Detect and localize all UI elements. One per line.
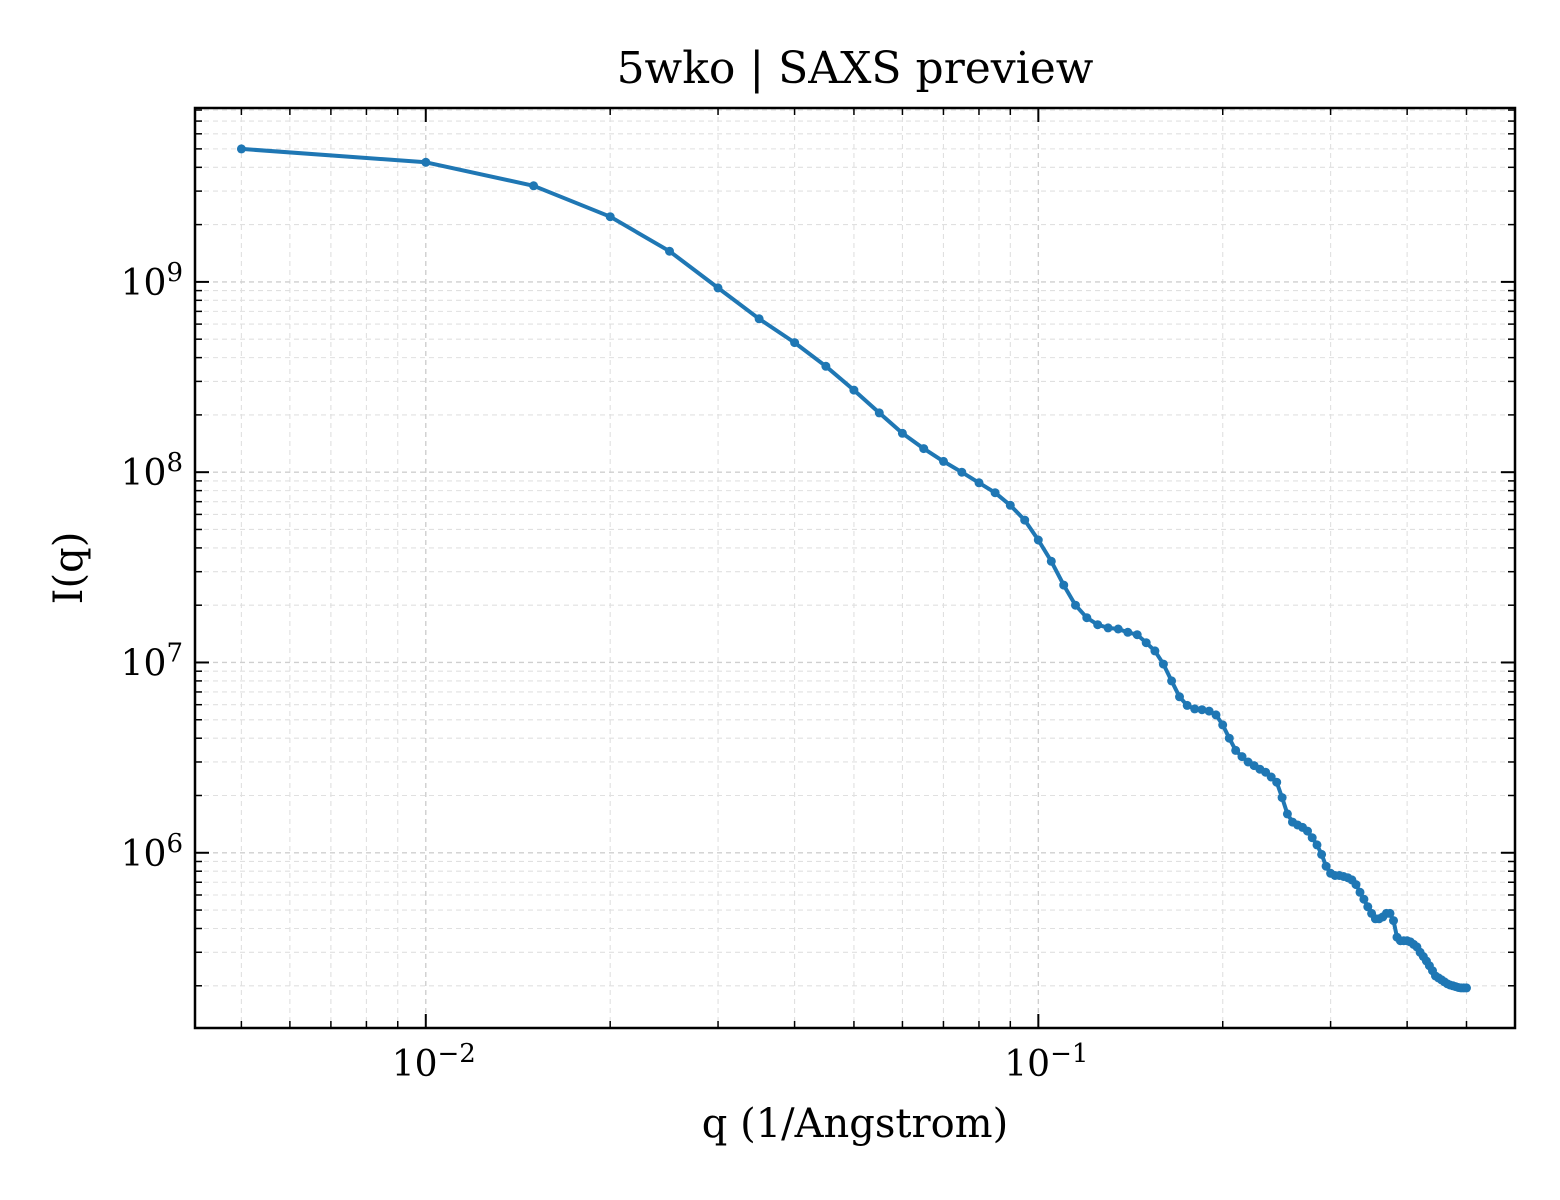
y-axis-label: I(q) [46, 532, 92, 605]
data-point [919, 444, 929, 454]
data-point [1182, 700, 1192, 710]
data-point [236, 144, 246, 154]
data-point [790, 338, 800, 348]
data-point [1462, 983, 1471, 993]
data-point [1175, 692, 1184, 702]
data-point [1071, 600, 1080, 610]
data-point [1141, 638, 1151, 648]
data-point [421, 157, 431, 167]
data-point [1167, 676, 1177, 686]
data-point [1082, 613, 1092, 623]
data-point [1363, 902, 1373, 912]
data-point [1321, 861, 1331, 871]
ticks [195, 108, 1515, 1028]
data-point [1211, 710, 1221, 720]
data-point [1351, 880, 1361, 890]
data-point [874, 408, 884, 418]
chart-title: 5wko | SAXS preview [617, 43, 1094, 94]
data-point [974, 478, 984, 488]
y-tick-label: 106 [121, 829, 183, 875]
x-tick-label: 10−1 [1004, 1039, 1088, 1085]
y-tick-label: 109 [121, 258, 183, 304]
y-tick-label: 108 [121, 448, 183, 494]
data-point [1132, 630, 1142, 640]
data-point [1197, 705, 1207, 715]
data-point [1317, 849, 1327, 859]
data-point [957, 467, 967, 477]
data-point [1103, 623, 1113, 633]
data-point [1204, 706, 1214, 716]
data-point [665, 246, 674, 256]
data-point [1150, 646, 1160, 656]
data-point [1020, 515, 1030, 525]
data-point [1123, 627, 1133, 637]
data-point [897, 428, 907, 438]
y-tick-label: 107 [121, 638, 183, 684]
data-point [821, 361, 831, 371]
data-point [1272, 777, 1282, 787]
data-point [1158, 659, 1168, 669]
data-point [1033, 535, 1043, 545]
data-point [1005, 500, 1015, 510]
data-point [1312, 840, 1322, 850]
data-point [1231, 745, 1241, 755]
data-point [1218, 720, 1228, 730]
data-point [990, 488, 1000, 498]
data-point [1046, 556, 1056, 566]
data-point [1389, 916, 1398, 926]
data-point [1282, 809, 1292, 819]
data-point [1307, 833, 1317, 843]
data-point [1303, 826, 1312, 836]
data-point [1385, 908, 1395, 918]
grid [195, 108, 1515, 1028]
plot-frame [193, 106, 1517, 1030]
data-point [605, 212, 615, 222]
data-point [1113, 624, 1123, 634]
x-tick-label: 10−2 [392, 1039, 476, 1085]
data-point [1224, 733, 1234, 743]
x-axis-label: q (1/Angstrom) [702, 1101, 1008, 1147]
data-point [713, 283, 723, 293]
data-point [529, 181, 539, 191]
tick-labels: 10−2 10−1 106 107 108 109 [121, 258, 1089, 1085]
data-point [1190, 704, 1200, 714]
data-point [1277, 793, 1287, 803]
data-layer [236, 144, 1471, 993]
data-point [1093, 620, 1103, 630]
data-point [849, 385, 859, 395]
data-point [1359, 894, 1369, 904]
data-point [1237, 752, 1247, 762]
data-point [1059, 580, 1069, 590]
data-point [939, 456, 948, 466]
data-point [754, 314, 764, 324]
data-point [1355, 887, 1365, 897]
